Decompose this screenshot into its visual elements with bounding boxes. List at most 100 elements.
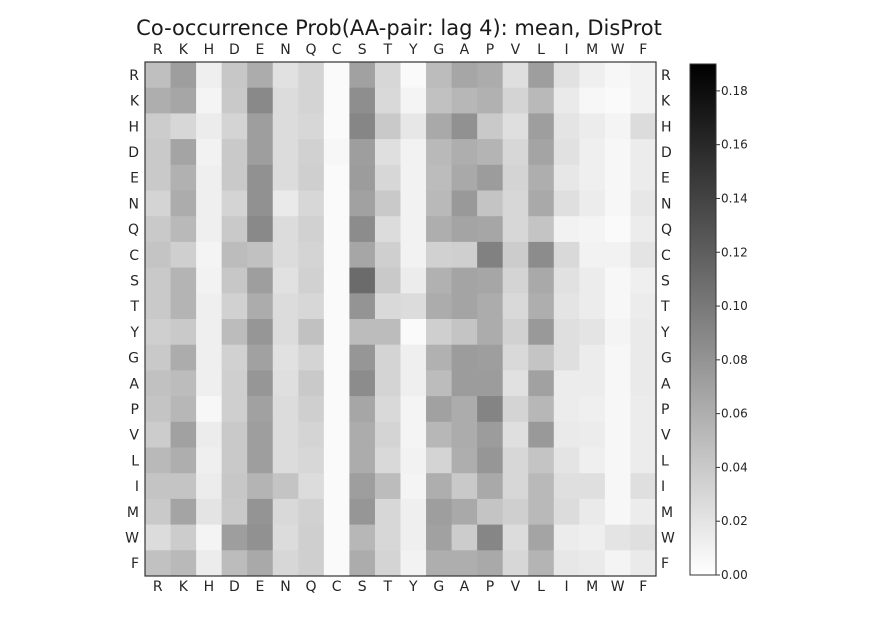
heatmap-cell-P-K (170, 396, 197, 423)
x-tick-label-top-C: C (332, 42, 342, 58)
heatmap-cells (145, 62, 657, 577)
x-tick-label-bottom-H: H (204, 579, 215, 595)
heatmap-cell-L-G (426, 447, 452, 474)
heatmap-cell-K-M (579, 87, 606, 114)
heatmap-cell-S-E (247, 267, 274, 294)
x-tick-label-bottom-K: K (179, 579, 189, 595)
heatmap-cell-S-K (170, 267, 197, 294)
heatmap-cell-V-M (579, 421, 606, 448)
heatmap-cell-R-L (528, 62, 555, 89)
heatmap-cell-F-H (196, 550, 223, 577)
heatmap-cell-P-S (349, 396, 376, 423)
heatmap-cell-R-P (477, 62, 504, 89)
heatmap-cell-T-K (170, 293, 197, 320)
heatmap-cell-V-A (451, 421, 478, 448)
heatmap-cell-V-V (502, 421, 529, 448)
heatmap-cell-F-T (374, 550, 401, 577)
heatmap-cell-P-G (426, 396, 452, 423)
heatmap-cell-Q-A (451, 216, 478, 243)
heatmap-cell-Q-I (553, 216, 580, 243)
heatmap-cell-W-Q (298, 524, 325, 551)
heatmap-cell-P-Y (400, 396, 427, 423)
heatmap-cell-A-T (374, 370, 401, 397)
heatmap-cell-L-V (502, 447, 529, 474)
heatmap-cell-G-Y (400, 344, 427, 371)
heatmap-cell-T-Q (298, 293, 325, 320)
heatmap-cell-A-D (221, 370, 248, 397)
axis-tick-labels: RRKKHHDDEENNQQCCSSTTYYGGAAPPVVLLIIMMWWFF… (125, 42, 675, 595)
y-tick-label-right-R: R (661, 68, 671, 84)
heatmap-cell-M-W (604, 498, 631, 525)
x-tick-label-top-E: E (256, 42, 265, 58)
x-tick-label-bottom-P: P (486, 579, 494, 595)
heatmap-cell-M-A (451, 498, 478, 525)
heatmap-cell-L-A (451, 447, 478, 474)
heatmap-cell-E-T (374, 164, 401, 191)
heatmap-cell-Q-D (221, 216, 248, 243)
heatmap-cell-S-I (553, 267, 580, 294)
heatmap-cell-H-G (426, 113, 452, 140)
x-tick-label-bottom-L: L (537, 579, 545, 595)
heatmap-cell-V-L (528, 421, 555, 448)
heatmap-cell-M-P (477, 498, 504, 525)
heatmap-cell-N-A (451, 190, 478, 217)
heatmap-cell-E-H (196, 164, 223, 191)
x-tick-label-bottom-S: S (358, 579, 367, 595)
heatmap-cell-I-W (604, 473, 631, 500)
heatmap-cell-T-G (426, 293, 452, 320)
heatmap-cell-E-A (451, 164, 478, 191)
heatmap-cell-L-M (579, 447, 606, 474)
heatmap-cell-M-F (630, 498, 657, 525)
heatmap-cell-N-G (426, 190, 452, 217)
colorbar-tick-label: 0.08 (721, 353, 748, 367)
heatmap-cell-E-L (528, 164, 555, 191)
heatmap-cell-N-K (170, 190, 197, 217)
x-tick-label-bottom-E: E (256, 579, 265, 595)
heatmap-cell-H-M (579, 113, 606, 140)
heatmap-cell-P-D (221, 396, 248, 423)
heatmap-cell-C-R (145, 241, 171, 268)
heatmap-cell-V-G (426, 421, 452, 448)
y-tick-label-right-C: C (661, 248, 671, 264)
y-tick-label-left-Q: Q (128, 222, 139, 238)
heatmap-cell-R-C (323, 62, 350, 89)
heatmap-cell-Q-Y (400, 216, 427, 243)
heatmap-cell-V-K (170, 421, 197, 448)
heatmap-cell-S-R (145, 267, 171, 294)
heatmap-cell-C-D (221, 241, 248, 268)
heatmap-cell-R-G (426, 62, 452, 89)
x-tick-label-top-S: S (358, 42, 367, 58)
heatmap-cell-R-W (604, 62, 631, 89)
heatmap-cell-C-F (630, 241, 657, 268)
heatmap-cell-N-M (579, 190, 606, 217)
heatmap-cell-V-D (221, 421, 248, 448)
heatmap-cell-H-Q (298, 113, 325, 140)
heatmap-cell-E-V (502, 164, 529, 191)
heatmap-cell-N-L (528, 190, 555, 217)
heatmap-cell-Y-S (349, 319, 376, 346)
heatmap-cell-Y-R (145, 319, 171, 346)
heatmap-cell-H-T (374, 113, 401, 140)
heatmap-cell-V-C (323, 421, 350, 448)
heatmap-cell-E-K (170, 164, 197, 191)
y-tick-label-right-K: K (661, 94, 671, 110)
heatmap-cell-H-D (221, 113, 248, 140)
heatmap-cell-I-R (145, 473, 171, 500)
heatmap-cell-G-M (579, 344, 606, 371)
heatmap-cell-I-I (553, 473, 580, 500)
heatmap-cell-F-L (528, 550, 555, 577)
heatmap-cell-A-H (196, 370, 223, 397)
heatmap-cell-N-T (374, 190, 401, 217)
heatmap-cell-C-Q (298, 241, 325, 268)
heatmap-cell-T-D (221, 293, 248, 320)
heatmap-cell-S-D (221, 267, 248, 294)
y-tick-label-left-D: D (128, 145, 139, 161)
heatmap-cell-I-E (247, 473, 274, 500)
heatmap-cell-W-S (349, 524, 376, 551)
heatmap-cell-A-R (145, 370, 171, 397)
heatmap-cell-T-M (579, 293, 606, 320)
x-tick-label-top-V: V (511, 42, 521, 58)
heatmap-cell-I-G (426, 473, 452, 500)
heatmap-cell-G-K (170, 344, 197, 371)
heatmap-cell-C-W (604, 241, 631, 268)
